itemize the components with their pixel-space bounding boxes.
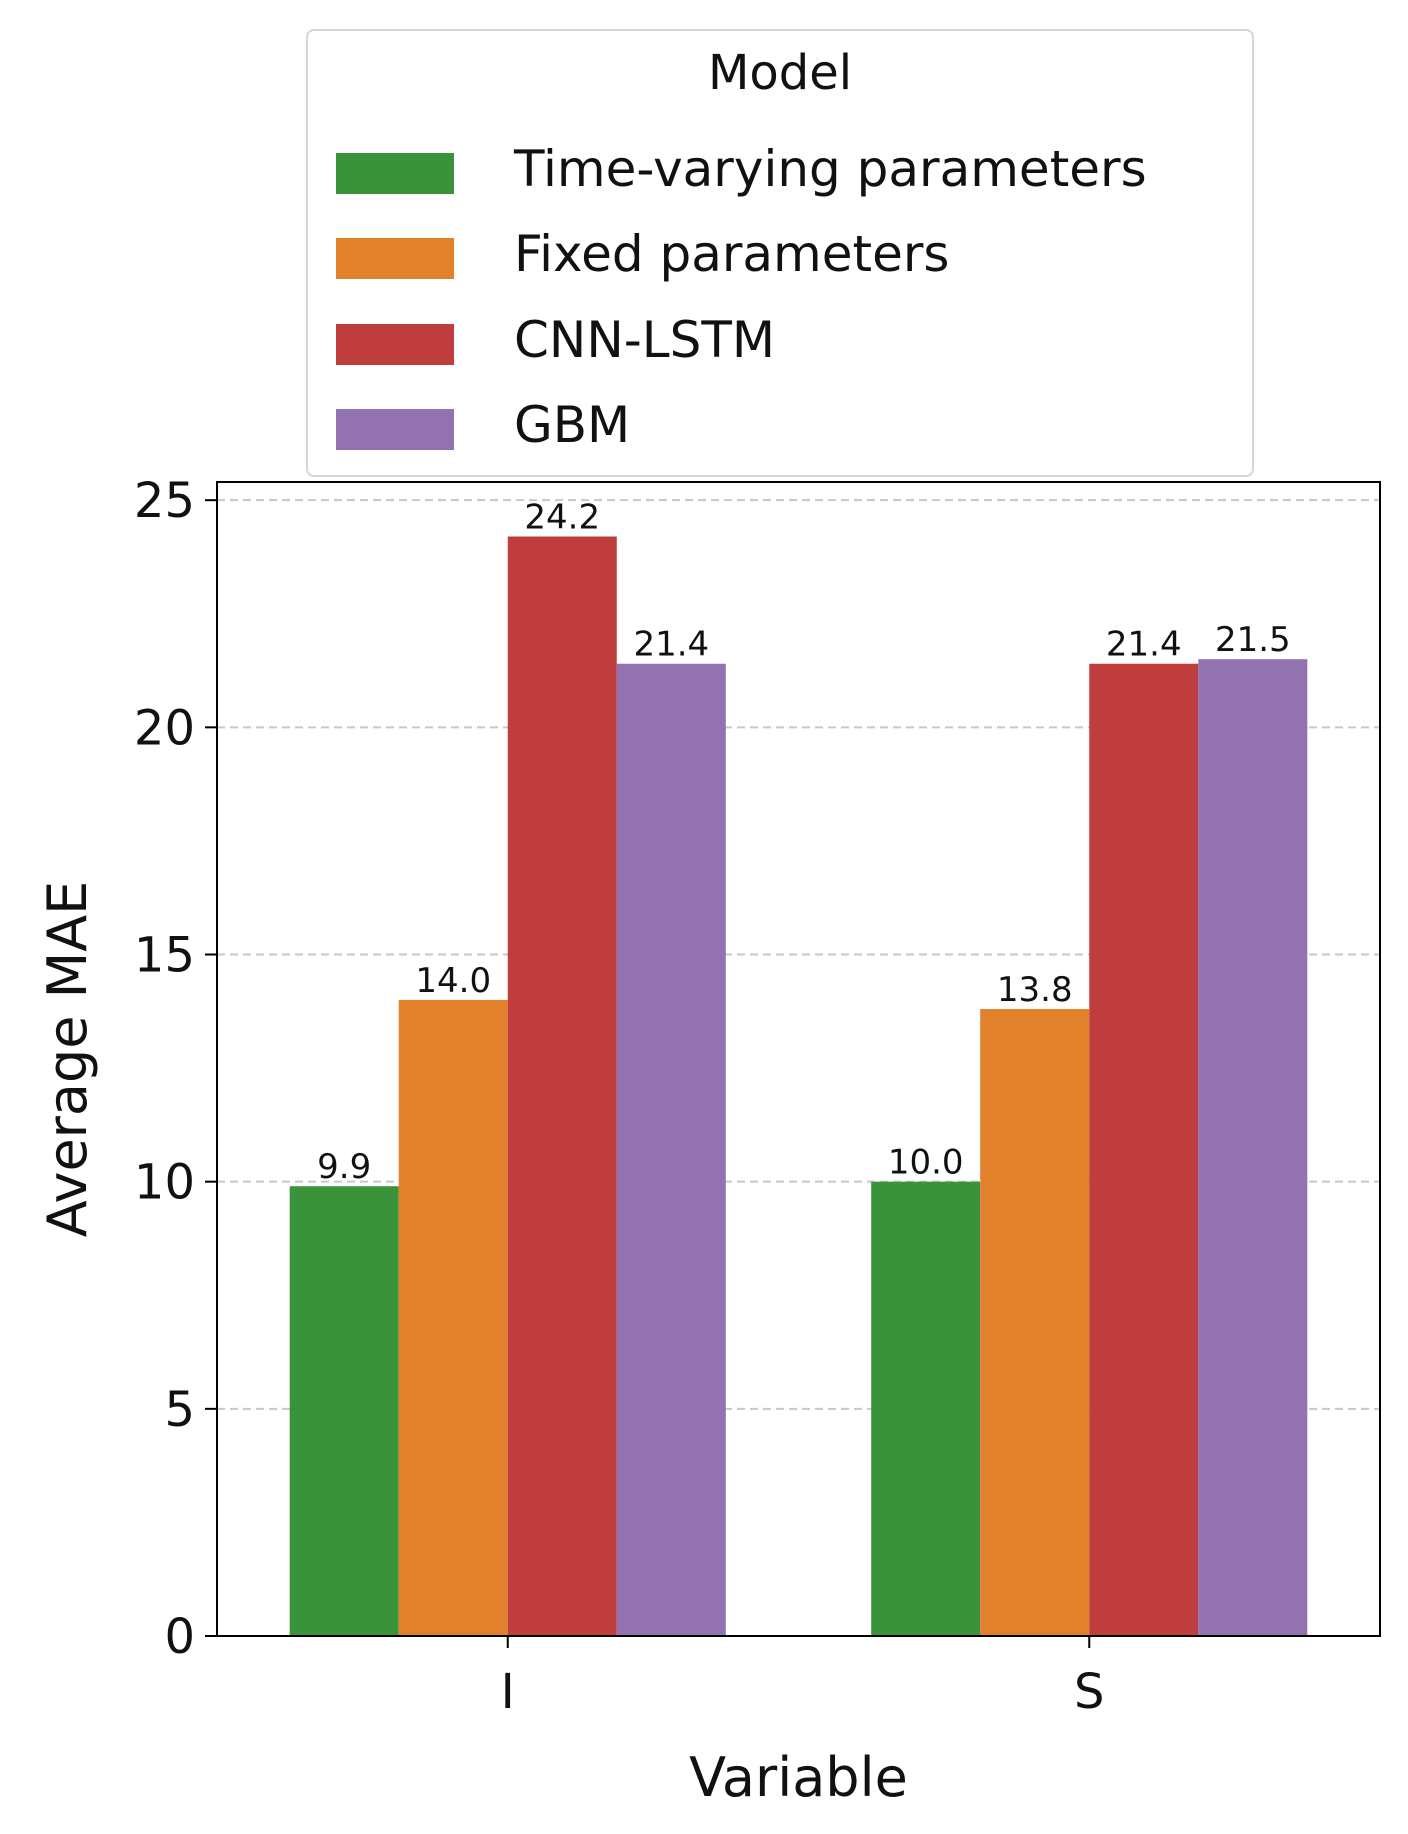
legend: Model Time-varying parameters Fixed para… bbox=[306, 29, 1254, 477]
legend-swatch-cnn-lstm bbox=[336, 324, 454, 365]
bar-S-fixed-parameters bbox=[980, 1009, 1090, 1636]
x-axis-label: Variable bbox=[689, 1746, 908, 1809]
bar-value-label: 21.4 bbox=[1106, 625, 1182, 665]
bar-I-gbm bbox=[616, 663, 726, 1636]
bar-I-fixed-parameters bbox=[398, 999, 508, 1636]
bar-S-time-varying-parameters bbox=[871, 1181, 981, 1636]
bar-value-label: 24.2 bbox=[524, 498, 600, 538]
y-tick-label-10: 10 bbox=[134, 1155, 195, 1211]
bar-I-cnn-lstm bbox=[507, 536, 617, 1636]
y-axis-label: Average MAE bbox=[36, 881, 99, 1238]
legend-label-cnn-lstm: CNN-LSTM bbox=[514, 311, 776, 369]
bar-value-label: 21.5 bbox=[1215, 620, 1291, 660]
y-tick-label-0: 0 bbox=[164, 1609, 195, 1665]
bar-I-time-varying-parameters bbox=[289, 1186, 399, 1636]
x-tick-label-I: I bbox=[501, 1664, 515, 1720]
y-tick-label-15: 15 bbox=[134, 928, 195, 984]
bar-value-label: 14.0 bbox=[415, 961, 491, 1001]
y-axis: 0 5 10 15 20 25 bbox=[134, 473, 217, 1665]
legend-swatch-time-varying bbox=[336, 153, 454, 194]
bar-value-labels: 9.9 14.0 24.2 21.4 10.0 13.8 21.4 21.5 bbox=[317, 498, 1290, 1188]
bar-S-cnn-lstm bbox=[1089, 663, 1199, 1636]
legend-title: Model bbox=[707, 45, 853, 101]
legend-label-fixed: Fixed parameters bbox=[514, 225, 950, 283]
bar-value-label: 9.9 bbox=[317, 1147, 371, 1187]
y-tick-label-5: 5 bbox=[164, 1382, 195, 1438]
legend-swatch-gbm bbox=[336, 409, 454, 450]
bar-S-gbm bbox=[1198, 659, 1308, 1636]
bar-value-label: 10.0 bbox=[888, 1143, 964, 1183]
legend-swatch-fixed bbox=[336, 238, 454, 279]
legend-label-gbm: GBM bbox=[514, 396, 631, 454]
bar-value-label: 13.8 bbox=[997, 970, 1073, 1010]
plot-frame bbox=[216, 481, 1381, 1637]
y-tick-label-20: 20 bbox=[134, 700, 195, 756]
bar-value-label: 21.4 bbox=[633, 625, 709, 665]
x-tick-label-S: S bbox=[1074, 1664, 1104, 1720]
y-tick-label-25: 25 bbox=[134, 473, 195, 529]
bars bbox=[289, 536, 1308, 1636]
legend-label-time-varying: Time-varying parameters bbox=[514, 140, 1147, 198]
